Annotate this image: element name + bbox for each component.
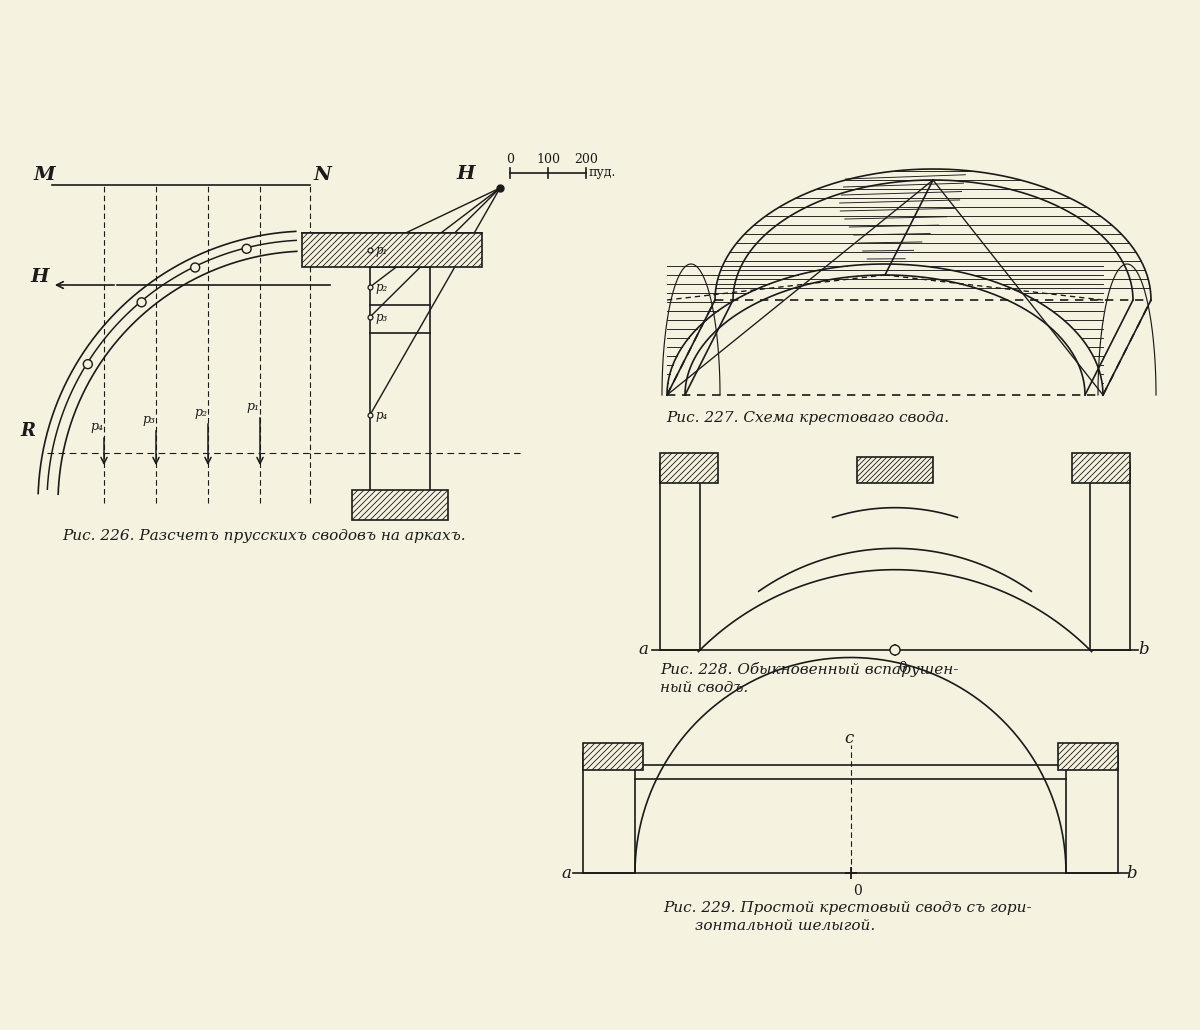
Circle shape (191, 263, 199, 272)
Text: R: R (20, 422, 36, 440)
Text: 200: 200 (574, 153, 598, 166)
Bar (1058, 743, 1118, 770)
Bar (583, 743, 643, 770)
Bar (352, 490, 448, 520)
Bar (857, 457, 934, 483)
Bar (352, 490, 448, 520)
Text: a: a (562, 865, 571, 882)
Text: H: H (30, 268, 48, 286)
Text: p₃: p₃ (142, 413, 155, 426)
Text: M: M (34, 166, 55, 184)
Text: N: N (314, 166, 332, 184)
Bar (660, 453, 718, 483)
Text: Рис. 229. Простой крестовый сводъ съ гори-: Рис. 229. Простой крестовый сводъ съ гор… (662, 901, 1032, 915)
Text: p₄: p₄ (90, 420, 103, 433)
Text: b: b (1126, 865, 1136, 882)
Circle shape (83, 359, 92, 369)
Bar (857, 457, 934, 483)
Bar (857, 457, 934, 483)
Bar (660, 453, 718, 483)
Text: 0: 0 (506, 153, 514, 166)
Bar (1058, 743, 1118, 770)
Circle shape (890, 645, 900, 655)
Text: p₂: p₂ (194, 406, 208, 419)
Bar (583, 743, 643, 770)
Text: 0: 0 (898, 661, 907, 675)
Bar (660, 453, 718, 483)
Bar (1058, 743, 1118, 770)
Text: H: H (456, 165, 474, 183)
Circle shape (137, 298, 146, 307)
Bar (1072, 453, 1130, 483)
Text: p₁: p₁ (246, 400, 259, 413)
Bar (302, 233, 482, 267)
Text: p₄: p₄ (374, 409, 388, 422)
Bar (352, 490, 448, 520)
Text: c: c (845, 730, 853, 747)
Text: пуд.: пуд. (589, 166, 617, 179)
Text: ный сводъ.: ный сводъ. (660, 681, 749, 695)
Bar (302, 233, 482, 267)
Bar (1072, 453, 1130, 483)
Circle shape (242, 244, 251, 253)
Text: зонтальной шелыгой.: зонтальной шелыгой. (695, 919, 875, 933)
Text: 0: 0 (853, 884, 863, 898)
Text: b: b (1138, 641, 1148, 658)
Bar (583, 743, 643, 770)
Bar (302, 233, 482, 267)
Text: a: a (638, 641, 648, 658)
Bar (1072, 453, 1130, 483)
Text: p₂: p₂ (374, 281, 388, 294)
Text: Рис. 226. Разсчетъ прусскихъ сводовъ на аркахъ.: Рис. 226. Разсчетъ прусскихъ сводовъ на … (62, 529, 466, 543)
Text: Рис. 227. Схема крестоваго свода.: Рис. 227. Схема крестоваго свода. (666, 411, 949, 425)
Text: Рис. 228. Обыкновенный вспарушен-: Рис. 228. Обыкновенный вспарушен- (660, 662, 959, 677)
Text: 100: 100 (536, 153, 560, 166)
Text: p₃: p₃ (374, 311, 388, 324)
Text: p₁: p₁ (374, 244, 388, 258)
